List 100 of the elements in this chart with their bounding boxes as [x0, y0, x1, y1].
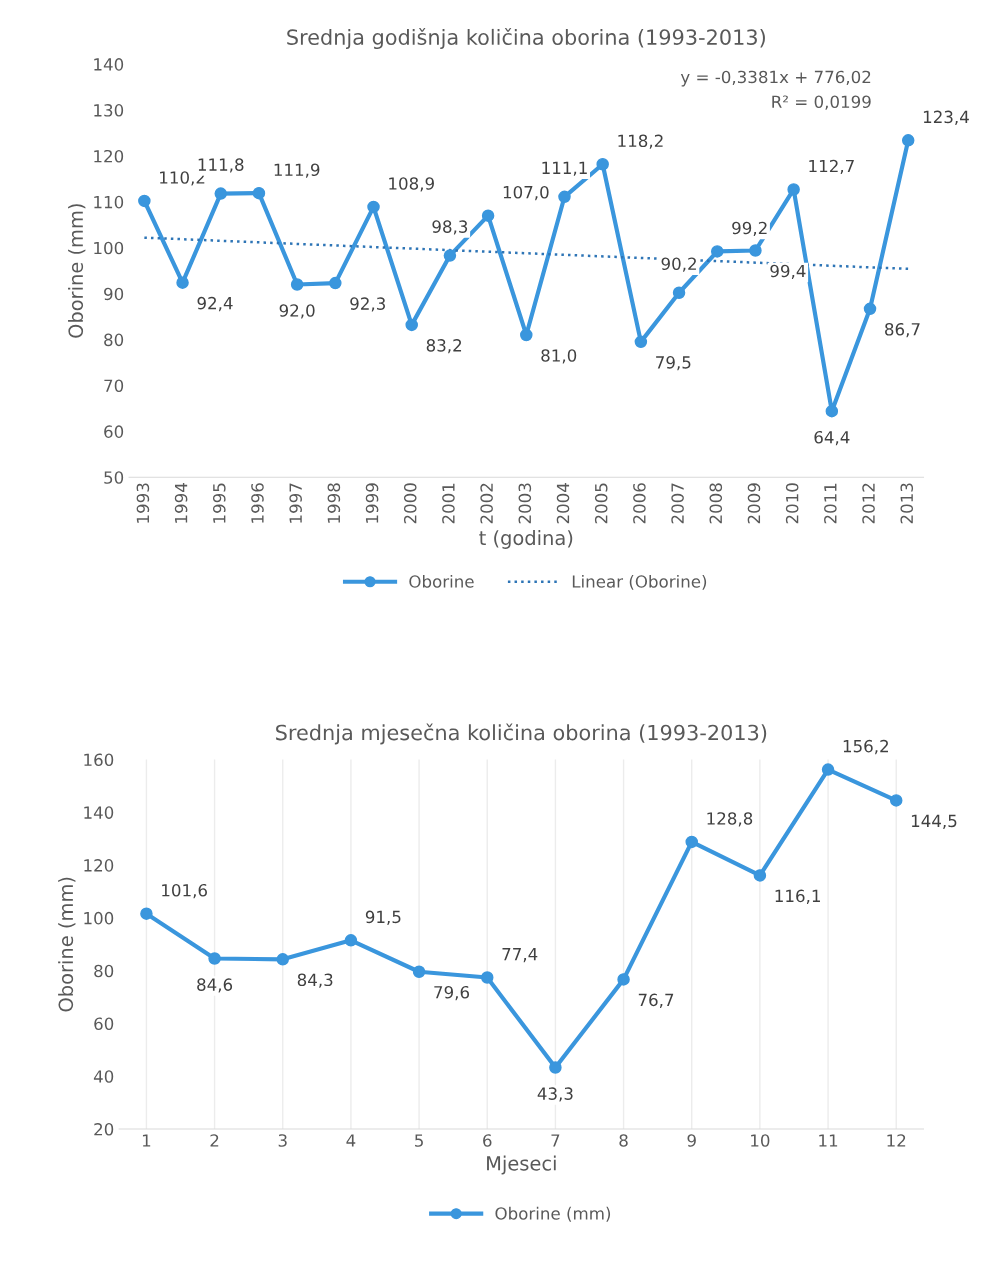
y-tick-label: 100 [94, 241, 124, 255]
point [825, 404, 839, 418]
x-tick-label: 6 [483, 1134, 492, 1147]
x-tick-label: 1994 [174, 483, 188, 523]
point [214, 187, 228, 200]
x-axis-title: t (godina) [479, 530, 573, 549]
x-tick-label: 2008 [709, 483, 723, 524]
y-tick-label: 160 [84, 753, 114, 767]
x-tick-label: 9 [687, 1134, 696, 1147]
x-tick-label: 2003 [518, 483, 532, 524]
point [290, 278, 304, 291]
legend-label: Linear (Oborine) [572, 574, 707, 590]
data-label: 98,3 [432, 220, 468, 235]
point [711, 245, 724, 258]
x-tick-label: 2005 [594, 483, 608, 524]
annotation: R² = 0,0199 [772, 95, 871, 110]
data-label: 108,9 [389, 177, 434, 192]
x-tick-label: 2006 [633, 483, 646, 524]
point [252, 186, 266, 200]
data-label: 111,9 [274, 163, 320, 178]
x-tick-label: 1995 [212, 483, 226, 523]
data-label: 111,1 [542, 161, 587, 176]
point [787, 183, 800, 196]
x-tick-label: 3 [278, 1134, 287, 1147]
point [901, 134, 915, 147]
x-axis-title: Mjeseci [487, 1155, 556, 1175]
y-tick-label: 90 [104, 287, 124, 301]
point [596, 157, 609, 171]
data-label: 83,2 [426, 339, 462, 354]
data-label: 116,1 [775, 889, 820, 904]
x-tick-label: 2009 [747, 483, 761, 524]
point [405, 318, 418, 332]
point [821, 763, 835, 776]
point [520, 328, 533, 342]
data-label: 101,6 [162, 883, 207, 899]
y-tick-label: 110 [94, 195, 124, 209]
x-tick-label: 12 [887, 1134, 906, 1147]
chart-title: Srednja godišnja količina oborina (1993-2013) [287, 28, 765, 50]
data-label: 84,6 [197, 978, 233, 993]
data-label: 90,2 [661, 257, 696, 272]
point [672, 286, 686, 299]
data-label: 86,7 [885, 323, 920, 338]
x-tick-label: 2010 [785, 483, 799, 524]
x-tick-label: 2011 [824, 483, 837, 524]
y-tick-label: 130 [94, 104, 124, 117]
x-tick-label: 2000 [403, 483, 417, 524]
chart-title: Srednja mjesečna količina oborina (1993-2013) [276, 723, 767, 745]
y-tick-label: 20 [94, 1123, 114, 1136]
y-tick-label: 50 [104, 471, 124, 484]
data-label: 43,3 [537, 1087, 573, 1102]
y-tick-label: 120 [94, 149, 124, 163]
x-tick-label: 5 [415, 1134, 423, 1147]
point [549, 1061, 562, 1074]
data-label: 112,7 [809, 159, 854, 175]
data-label: 64,4 [814, 430, 850, 446]
x-tick-label: 2012 [862, 483, 875, 524]
y-tick-label: 120 [84, 859, 114, 872]
y-tick-label: 60 [104, 425, 124, 438]
point [367, 200, 380, 214]
point [863, 302, 877, 316]
annotation: y = -0,3381x + 776,02 [680, 70, 871, 87]
data-label: 79,5 [656, 356, 691, 371]
point [558, 190, 571, 204]
y-tick-label: 140 [94, 58, 124, 71]
x-tick-label: 1996 [251, 483, 264, 523]
x-tick-label: 1993 [136, 483, 150, 523]
data-label: 128,8 [707, 812, 753, 827]
x-tick-label: 2007 [671, 483, 684, 524]
data-label: 81,0 [541, 349, 577, 364]
point [344, 934, 358, 947]
point [412, 965, 426, 978]
point [138, 194, 151, 208]
data-label: 76,7 [638, 993, 674, 1008]
data-label: 118,2 [618, 134, 663, 149]
x-tick-label: 1 [142, 1134, 151, 1147]
y-tick-label: 140 [84, 806, 114, 819]
data-label: 84,3 [297, 973, 333, 988]
point [480, 971, 494, 984]
data-label: 123,4 [923, 110, 969, 125]
data-label: 107,0 [503, 185, 549, 201]
point [176, 276, 189, 289]
x-tick-label: 7 [551, 1134, 560, 1147]
point [481, 209, 495, 222]
y-tick-label: 80 [94, 964, 114, 978]
x-tick-label: 1998 [327, 483, 341, 523]
point [634, 335, 648, 349]
point [443, 249, 457, 262]
data-label: 79,6 [434, 985, 470, 1001]
x-tick-label: 8 [619, 1134, 628, 1147]
y-tick-label: 60 [94, 1017, 114, 1031]
x-tick-label: 1997 [289, 483, 302, 523]
x-tick-label: 10 [751, 1134, 770, 1147]
x-tick-label: 4 [346, 1134, 356, 1147]
y-tick-label: 40 [93, 1070, 114, 1083]
data-label: 156,2 [843, 739, 888, 755]
x-tick-label: 1999 [365, 483, 379, 523]
x-tick-label: 2 [210, 1134, 219, 1147]
data-label: 99,4 [770, 264, 806, 280]
point [685, 835, 698, 849]
x-tick-label: 2001 [442, 483, 455, 524]
